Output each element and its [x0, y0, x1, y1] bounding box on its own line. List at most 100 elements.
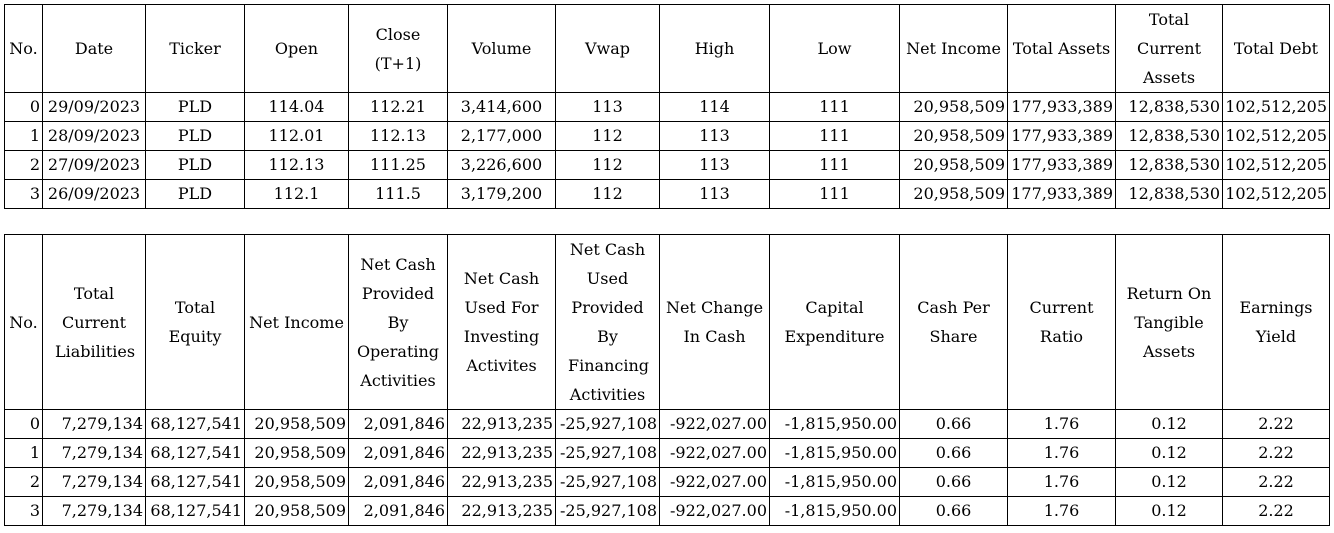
table-row: 1 7,279,134 68,127,541 20,958,509 2,091,… [4, 438, 1330, 468]
table-cell: 0.66 [899, 409, 1008, 439]
table-cell: 2,091,846 [348, 467, 448, 497]
table-cell: 12,838,530 [1115, 121, 1223, 151]
table-cell: -922,027.00 [659, 409, 770, 439]
table-cell: 20,958,509 [244, 467, 349, 497]
table-cell: 1 [4, 121, 43, 151]
table-cell: 3,179,200 [447, 179, 556, 209]
column-header: Net Income [244, 234, 349, 410]
table-cell: -25,927,108 [555, 409, 660, 439]
table-cell: 177,933,389 [1007, 179, 1116, 209]
table-cell: -922,027.00 [659, 496, 770, 526]
table-cell: 26/09/2023 [42, 179, 146, 209]
table-cell: 68,127,541 [145, 467, 245, 497]
table-cell: 111 [769, 150, 900, 180]
table-cell: 22,913,235 [447, 409, 556, 439]
table-cell: 1.76 [1007, 467, 1116, 497]
table-cell: PLD [145, 92, 245, 122]
column-header: Cash Per Share [899, 234, 1008, 410]
table-cell: 113 [659, 150, 770, 180]
table-cell: 102,512,205 [1222, 92, 1330, 122]
column-header: Net Change In Cash [659, 234, 770, 410]
table-cell: PLD [145, 179, 245, 209]
column-header: Total Current Assets [1115, 4, 1223, 93]
table-row: 3 7,279,134 68,127,541 20,958,509 2,091,… [4, 496, 1330, 526]
column-header: Net Income [899, 4, 1008, 93]
table-cell: 0.66 [899, 438, 1008, 468]
table-cell: 20,958,509 [244, 409, 349, 439]
column-header: Current Ratio [1007, 234, 1116, 410]
stock-price-table: No. Date Ticker Open Close (T+1) Volume … [4, 4, 1330, 209]
table-cell: 2.22 [1222, 438, 1330, 468]
table-cell: -1,815,950.00 [769, 409, 900, 439]
column-header: Return On Tangible Assets [1115, 234, 1223, 410]
table-cell: 20,958,509 [899, 179, 1008, 209]
table-cell: 111.5 [348, 179, 448, 209]
table-cell: 20,958,509 [244, 438, 349, 468]
table-cell: 112.01 [244, 121, 349, 151]
table-cell: 7,279,134 [42, 467, 146, 497]
table-cell: 177,933,389 [1007, 92, 1116, 122]
column-header: Total Equity [145, 234, 245, 410]
table-cell: 113 [555, 92, 660, 122]
table-cell: PLD [145, 121, 245, 151]
table-cell: 2.22 [1222, 496, 1330, 526]
table-cell: 112 [555, 179, 660, 209]
table-row: 2 27/09/2023 PLD 112.13 111.25 3,226,600… [4, 150, 1330, 180]
table-cell: 2.22 [1222, 409, 1330, 439]
table-cell: 3 [4, 496, 43, 526]
table-cell: 27/09/2023 [42, 150, 146, 180]
table-row: 2 7,279,134 68,127,541 20,958,509 2,091,… [4, 467, 1330, 497]
column-header: Total Assets [1007, 4, 1116, 93]
table-cell: 2 [4, 467, 43, 497]
table-row: 0 29/09/2023 PLD 114.04 112.21 3,414,600… [4, 92, 1330, 122]
table-cell: 2,091,846 [348, 438, 448, 468]
table-cell: 68,127,541 [145, 409, 245, 439]
table-cell: -922,027.00 [659, 467, 770, 497]
column-header: High [659, 4, 770, 93]
table-cell: 112.21 [348, 92, 448, 122]
table-cell: 102,512,205 [1222, 150, 1330, 180]
table-cell: 102,512,205 [1222, 179, 1330, 209]
table-cell: 102,512,205 [1222, 121, 1330, 151]
table-cell: 3,226,600 [447, 150, 556, 180]
table-cell: 1.76 [1007, 496, 1116, 526]
table-cell: 112 [555, 150, 660, 180]
table-cell: 112.1 [244, 179, 349, 209]
table-cell: 111 [769, 121, 900, 151]
table-cell: 2,177,000 [447, 121, 556, 151]
table-cell: 177,933,389 [1007, 150, 1116, 180]
table-cell: 20,958,509 [244, 496, 349, 526]
table-cell: 1.76 [1007, 438, 1116, 468]
table-cell: 0.66 [899, 467, 1008, 497]
table-cell: 20,958,509 [899, 92, 1008, 122]
table-cell: 7,279,134 [42, 409, 146, 439]
table-row: 3 26/09/2023 PLD 112.1 111.5 3,179,200 1… [4, 179, 1330, 209]
column-header: Open [244, 4, 349, 93]
table-cell: 1 [4, 438, 43, 468]
table-cell: 114 [659, 92, 770, 122]
table-cell: -25,927,108 [555, 467, 660, 497]
table-cell: 112.13 [348, 121, 448, 151]
table-cell: 22,913,235 [447, 438, 556, 468]
table-cell: 0 [4, 409, 43, 439]
table-row: 0 7,279,134 68,127,541 20,958,509 2,091,… [4, 409, 1330, 439]
table-cell: -1,815,950.00 [769, 467, 900, 497]
table-cell: 1.76 [1007, 409, 1116, 439]
table-cell: 111.25 [348, 150, 448, 180]
table-cell: PLD [145, 150, 245, 180]
table-cell: -25,927,108 [555, 496, 660, 526]
table-cell: 29/09/2023 [42, 92, 146, 122]
column-header: Total Debt [1222, 4, 1330, 93]
table-cell: 0 [4, 92, 43, 122]
financials-table: No. Total Current Liabilities Total Equi… [4, 234, 1330, 526]
table-cell: 22,913,235 [447, 496, 556, 526]
table-cell: -922,027.00 [659, 438, 770, 468]
table-cell: 7,279,134 [42, 496, 146, 526]
table-cell: 2.22 [1222, 467, 1330, 497]
column-header: Ticker [145, 4, 245, 93]
table-cell: 111 [769, 92, 900, 122]
table-cell: 0.12 [1115, 496, 1223, 526]
table-cell: 113 [659, 121, 770, 151]
column-header: Capital Expenditure [769, 234, 900, 410]
column-header: Close (T+1) [348, 4, 448, 93]
